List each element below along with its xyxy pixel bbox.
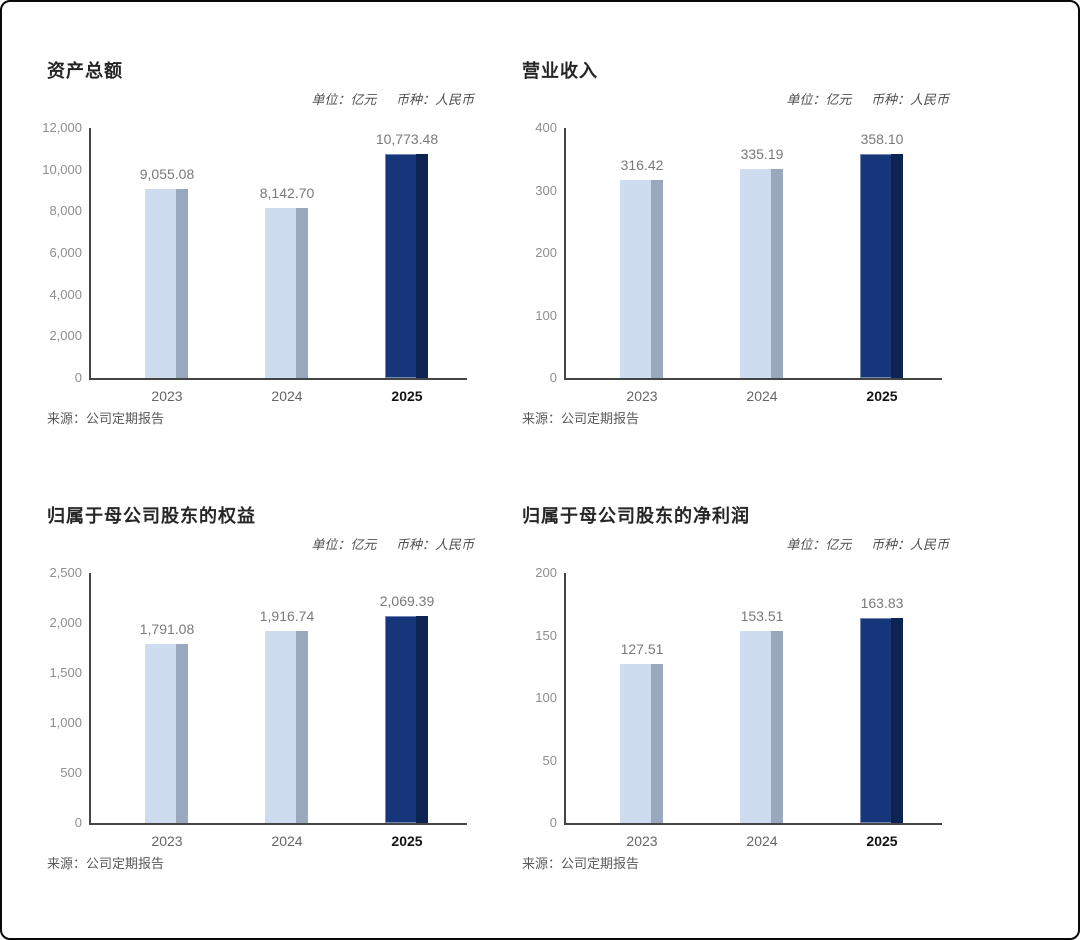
- bar-value-label: 2,069.39: [379, 593, 435, 609]
- chart-total-assets: 资产总额 单位：亿元 币种：人民币 0 2,000 4,000 6,000 8,000 1…: [40, 52, 480, 452]
- plot-area: 0 100 200 300 400 316.42 2023 335.19 2024 358.10 2…: [535, 120, 942, 404]
- y-axis-tick-label: 2,000: [49, 328, 82, 344]
- y-axis-tick-label: 200: [535, 565, 557, 580]
- y-axis-tick-label: 150: [535, 627, 557, 643]
- bar-side-shadow: [651, 180, 663, 378]
- bar-value-label: 1,916.74: [259, 608, 315, 624]
- x-axis-label-2023: 2023: [151, 388, 183, 404]
- bar-side-shadow: [891, 618, 903, 823]
- chart-title: 归属于母公司股东的净利润: [522, 506, 750, 526]
- bar-side-shadow: [296, 208, 308, 378]
- unit-currency-label: 单位：亿元 币种：人民币: [311, 89, 474, 108]
- currency-label: 币种：人民币: [395, 537, 474, 552]
- bar-value-label: 335.19: [740, 146, 784, 162]
- x-axis-label-2024: 2024: [271, 388, 303, 404]
- unit-label: 单位：亿元: [311, 92, 377, 107]
- bar-2023: [620, 180, 663, 378]
- bar-2023: [145, 644, 188, 823]
- bar-2025: [385, 154, 428, 378]
- bar-value-label: 9,055.08: [139, 166, 195, 182]
- y-axis-tick-label: 0: [549, 370, 557, 385]
- y-axis-tick-label: 12,000: [42, 120, 82, 135]
- y-axis-tick-label: 300: [535, 182, 557, 198]
- x-axis-label-2023: 2023: [626, 388, 658, 404]
- bar-value-label: 153.51: [740, 608, 784, 624]
- bar-2024: [265, 631, 308, 823]
- chart-equity-attributable-to-parent: 归属于母公司股东的权益 单位：亿元 币种：人民币 0 500 1,000 1,500 2…: [40, 497, 480, 897]
- x-axis-label-2024: 2024: [746, 388, 778, 404]
- bar-side-shadow: [771, 631, 783, 823]
- unit-currency-label: 单位：亿元 币种：人民币: [786, 89, 949, 108]
- currency-label: 币种：人民币: [870, 537, 949, 552]
- bar-side-shadow: [176, 644, 188, 823]
- y-axis-tick-label: 1,500: [49, 665, 82, 680]
- source-label: 来源：公司定期报告: [522, 411, 640, 426]
- chart-title: 归属于母公司股东的权益: [47, 506, 256, 526]
- plot-area: 0 50 100 150 200 127.51 2023 153.51 2024 163.83 20…: [535, 565, 942, 849]
- bar-2025: [385, 616, 428, 823]
- bar-value-label: 1,791.08: [139, 621, 195, 637]
- bar-value-label: 163.83: [860, 595, 904, 611]
- y-axis-tick-label: 2,000: [49, 615, 82, 630]
- source-label: 来源：公司定期报告: [522, 856, 640, 871]
- unit-currency-label: 单位：亿元 币种：人民币: [786, 534, 949, 553]
- bar-side-shadow: [651, 664, 663, 823]
- source-label: 来源：公司定期报告: [47, 411, 165, 426]
- bar-2024: [265, 208, 308, 378]
- bar-value-label: 127.51: [620, 641, 664, 657]
- source-label: 来源：公司定期报告: [47, 856, 165, 871]
- bar-side-shadow: [296, 631, 308, 823]
- bar-2024: [740, 169, 783, 378]
- y-axis-tick-label: 0: [549, 815, 557, 830]
- bar-side-shadow: [416, 616, 428, 823]
- bar-value-label: 8,142.70: [259, 185, 315, 201]
- x-axis-label-2024: 2024: [271, 833, 303, 849]
- bar-2023: [145, 189, 188, 378]
- y-axis-tick-label: 2,500: [49, 565, 82, 580]
- unit-label: 单位：亿元: [311, 537, 377, 552]
- currency-label: 币种：人民币: [395, 92, 474, 107]
- unit-label: 单位：亿元: [786, 537, 852, 552]
- y-axis-tick-label: 8,000: [49, 203, 82, 219]
- unit-currency-label: 单位：亿元 币种：人民币: [311, 534, 474, 553]
- bar-value-label: 316.42: [620, 157, 664, 173]
- currency-label: 币种：人民币: [870, 92, 949, 107]
- bar-side-shadow: [891, 154, 903, 378]
- plot-area: 0 2,000 4,000 6,000 8,000 10,000 12,000 9,055.0…: [42, 120, 467, 404]
- x-axis-label-2025: 2025: [866, 388, 898, 404]
- y-axis-tick-label: 0: [74, 370, 82, 385]
- x-axis-label-2023: 2023: [626, 833, 658, 849]
- bar-2024: [740, 631, 783, 823]
- bar-value-label: 10,773.48: [375, 131, 439, 147]
- bar-2025: [860, 154, 903, 378]
- y-axis-tick-label: 4,000: [49, 286, 82, 302]
- bar-side-shadow: [771, 169, 783, 378]
- bar-2023: [620, 664, 663, 823]
- y-axis-tick-label: 100: [535, 307, 557, 323]
- x-axis-label-2025: 2025: [391, 388, 423, 404]
- x-axis-label-2023: 2023: [151, 833, 183, 849]
- y-axis-tick-label: 100: [535, 690, 557, 705]
- y-axis-tick-label: 1,000: [49, 715, 82, 730]
- y-axis-tick-label: 400: [535, 120, 557, 135]
- bar-value-label: 358.10: [860, 131, 904, 147]
- x-axis-label-2025: 2025: [866, 833, 898, 849]
- x-axis-label-2025: 2025: [391, 833, 423, 849]
- y-axis-tick-label: 50: [542, 752, 557, 768]
- y-axis-tick-label: 10,000: [42, 161, 82, 177]
- y-axis-tick-label: 6,000: [49, 245, 82, 260]
- chart-net-profit-attributable-to-parent: 归属于母公司股东的净利润 单位：亿元 币种：人民币 0 50 100 150 200 12…: [515, 497, 955, 897]
- bar-2025: [860, 618, 903, 823]
- bar-side-shadow: [176, 189, 188, 378]
- y-axis-tick-label: 200: [535, 245, 557, 260]
- y-axis-tick-label: 500: [60, 765, 82, 780]
- chart-operating-revenue: 营业收入 单位：亿元 币种：人民币 0 100 200 300 400 316.42 202…: [515, 52, 955, 452]
- y-axis-tick-label: 0: [74, 815, 82, 830]
- unit-label: 单位：亿元: [786, 92, 852, 107]
- chart-title: 资产总额: [47, 61, 123, 81]
- plot-area: 0 500 1,000 1,500 2,000 2,500 1,791.08 2023 1,91…: [49, 565, 467, 849]
- x-axis-label-2024: 2024: [746, 833, 778, 849]
- bar-side-shadow: [416, 154, 428, 378]
- chart-title: 营业收入: [522, 61, 598, 81]
